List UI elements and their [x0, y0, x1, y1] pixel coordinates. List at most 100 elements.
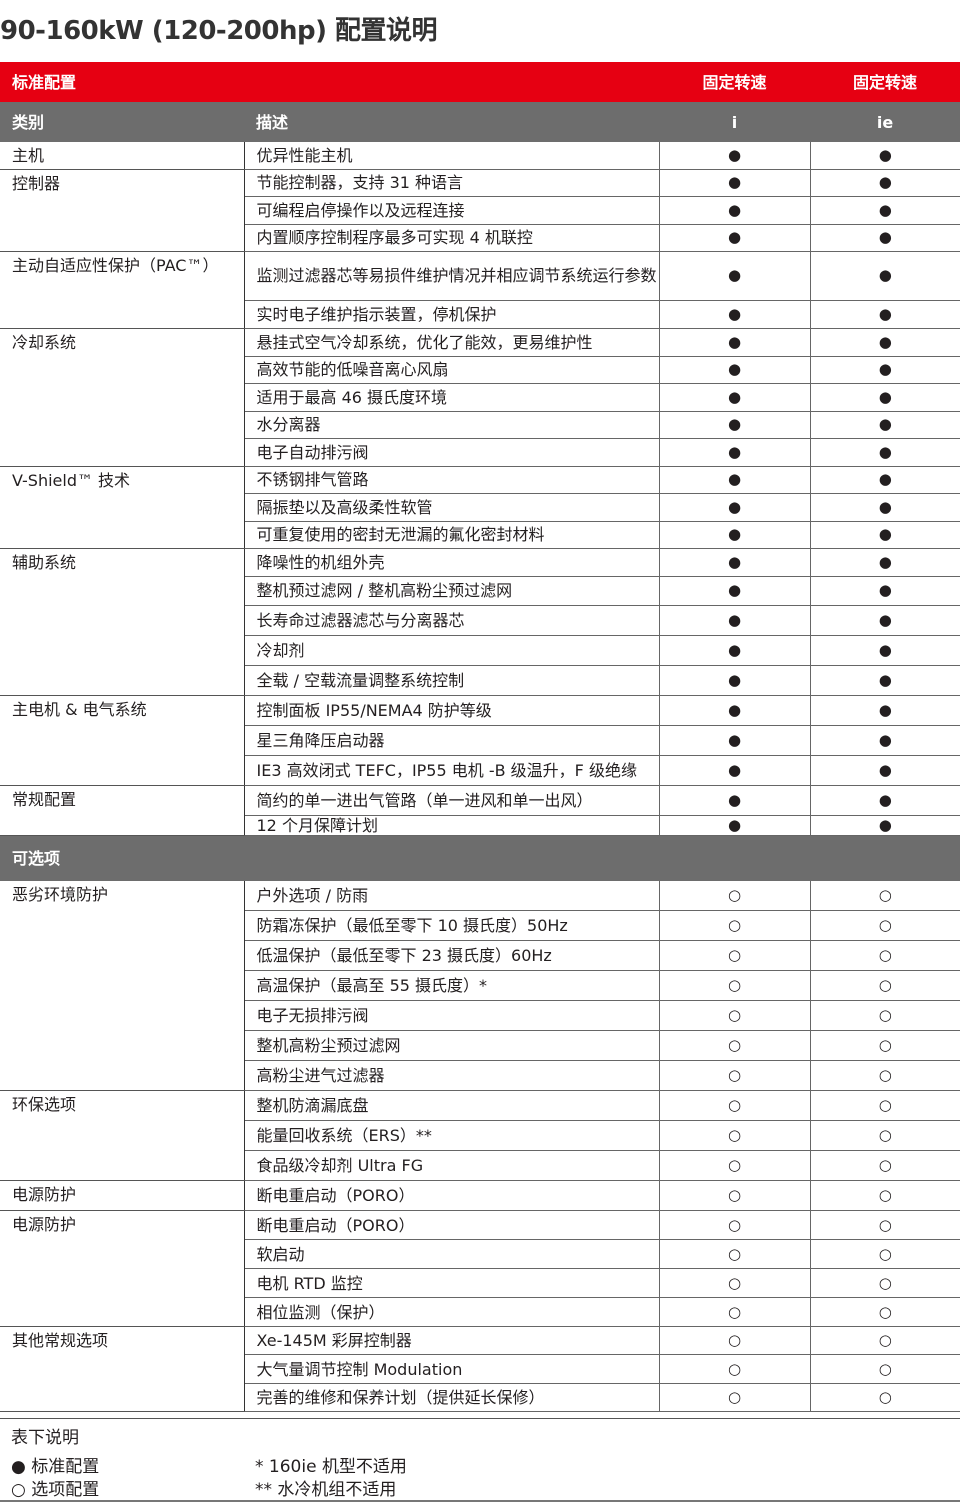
description-cell: 优异性能主机 — [244, 142, 660, 170]
table-row: 食品级冷却剂 Ultra FG ○ ○ — [0, 1150, 960, 1181]
column-header-category: 类别 — [0, 102, 244, 142]
table-row: 长寿命过滤器滤芯与分离器芯 ● ● — [0, 605, 960, 636]
description-cell: 长寿命过滤器滤芯与分离器芯 — [244, 605, 660, 636]
standard-mark-ie: ● — [809, 328, 960, 357]
standard-mark-i: ● — [658, 755, 811, 786]
optional-mark-i: ○ — [658, 1326, 811, 1355]
optional-mark-ie: ○ — [809, 1060, 960, 1091]
standard-mark-ie: ● — [809, 695, 960, 726]
description-cell: 实时电子维护指示装置，停机保护 — [244, 300, 660, 329]
standard-mark-i: ● — [658, 328, 811, 357]
standard-mark-i: ● — [658, 725, 811, 756]
standard-mark-ie: ● — [809, 785, 960, 816]
standard-mark-i: ● — [658, 300, 811, 329]
standard-mark-i: ● — [658, 169, 811, 197]
description-cell: 大气量调节控制 Modulation — [244, 1354, 660, 1384]
description-cell: 高粉尘进气过滤器 — [244, 1060, 660, 1091]
table-row: 星三角降压启动器 ● ● — [0, 725, 960, 756]
optional-mark-i: ○ — [658, 1090, 811, 1121]
standard-mark-i: ● — [658, 411, 811, 439]
table-row: 实时电子维护指示装置，停机保护 ● ● — [0, 300, 960, 329]
optional-mark-i: ○ — [658, 1060, 811, 1091]
standard-mark-ie: ● — [809, 300, 960, 329]
standard-mark-i: ● — [658, 196, 811, 225]
legend-note-2: ** 水冷机组不适用 — [255, 1480, 397, 1500]
description-cell: 监测过滤器芯等易损件维护情况并相应调节系统运行参数 — [244, 251, 660, 301]
column-header-model-ie: ie — [810, 102, 960, 142]
optional-mark-i: ○ — [658, 880, 811, 911]
optional-mark-ie: ○ — [809, 1150, 960, 1181]
description-cell: 整机高粉尘预过滤网 — [244, 1030, 660, 1061]
description-cell: 可编程启停操作以及远程连接 — [244, 196, 660, 225]
standard-mark-ie: ● — [809, 224, 960, 252]
description-cell: 断电重启动（PORO） — [244, 1180, 660, 1211]
description-cell: 全载 / 空载流量调整系统控制 — [244, 665, 660, 696]
table-row: 整机预过滤网 / 整机高粉尘预过滤网 ● ● — [0, 576, 960, 606]
category-cell: 电源防护 — [0, 1180, 245, 1211]
description-cell: 悬挂式空气冷却系统，优化了能效，更易维护性 — [244, 328, 660, 357]
optional-mark-i: ○ — [658, 1210, 811, 1240]
optional-mark-i: ○ — [658, 1239, 811, 1269]
table-row: 电子无损排污阀 ○ ○ — [0, 1000, 960, 1031]
description-cell: 高效节能的低噪音离心风扇 — [244, 356, 660, 384]
optional-mark-ie: ○ — [809, 1210, 960, 1240]
description-cell: 冷却剂 — [244, 635, 660, 666]
standard-mark-i: ● — [658, 251, 811, 301]
standard-mark-i: ● — [658, 466, 811, 494]
legend: 表下说明 ● 标准配置 ○ 选项配置 * 160ie 机型不适用 ** 水冷机组… — [0, 1418, 960, 1502]
table-row: IE3 高效闭式 TEFC，IP55 电机 -B 级温升，F 级绝缘 ● ● — [0, 755, 960, 786]
description-cell: 隔振垫以及高级柔性软管 — [244, 493, 660, 522]
standard-mark-ie: ● — [809, 725, 960, 756]
description-cell: IE3 高效闭式 TEFC，IP55 电机 -B 级温升，F 级绝缘 — [244, 755, 660, 786]
standard-mark-i: ● — [658, 521, 811, 549]
description-cell: 防霜冻保护（最低至零下 10 摄氏度）50Hz — [244, 910, 660, 941]
description-cell: 整机防滴漏底盘 — [244, 1090, 660, 1121]
table-row: 主动自适应性保护（PAC™） 监测过滤器芯等易损件维护情况并相应调节系统运行参数 ●… — [0, 251, 960, 329]
standard-mark-ie: ● — [809, 521, 960, 549]
category-cell: 恶劣环境防护 — [0, 880, 245, 1091]
section-header-standard: 标准配置 固定转速 固定转速 — [0, 62, 960, 102]
legend-optional: ○ 选项配置 — [11, 1480, 100, 1500]
table-row: 水分离器 ● ● — [0, 411, 960, 439]
legend-note-1: * 160ie 机型不适用 — [255, 1457, 407, 1477]
standard-mark-i: ● — [658, 635, 811, 666]
optional-mark-i: ○ — [658, 1354, 811, 1384]
standard-mark-ie: ● — [809, 196, 960, 225]
description-cell: 软启动 — [244, 1239, 660, 1269]
description-cell: 低温保护（最低至零下 23 摄氏度）60Hz — [244, 940, 660, 971]
table-row: 隔振垫以及高级柔性软管 ● ● — [0, 493, 960, 522]
optional-mark-i: ○ — [658, 1180, 811, 1211]
category-cell: 控制器 — [0, 169, 245, 252]
description-cell: 户外选项 / 防雨 — [244, 880, 660, 911]
optional-mark-ie: ○ — [809, 1030, 960, 1061]
table-row: 防霜冻保护（最低至零下 10 摄氏度）50Hz ○ ○ — [0, 910, 960, 941]
table-row: 高效节能的低噪音离心风扇 ● ● — [0, 356, 960, 384]
optional-mark-ie: ○ — [809, 1120, 960, 1151]
description-cell: 电子无损排污阀 — [244, 1000, 660, 1031]
standard-mark-i: ● — [658, 605, 811, 636]
table-row: 主电机 & 电气系统 控制面板 IP55/NEMA4 防护等级 ● ● — [0, 695, 960, 786]
description-cell: 适用于最高 46 摄氏度环境 — [244, 383, 660, 412]
optional-mark-i: ○ — [658, 1150, 811, 1181]
optional-mark-ie: ○ — [809, 1326, 960, 1355]
category-cell: 其他常规选项 — [0, 1326, 245, 1412]
description-cell: 电机 RTD 监控 — [244, 1268, 660, 1298]
description-cell: 电子自动排污阀 — [244, 438, 660, 467]
standard-mark-ie: ● — [809, 548, 960, 577]
category-cell: 主动自适应性保护（PAC™） — [0, 251, 245, 329]
table-row: 主机 优异性能主机 ● ● — [0, 142, 960, 170]
description-cell: 水分离器 — [244, 411, 660, 439]
category-cell: 主机 — [0, 142, 245, 170]
optional-mark-ie: ○ — [809, 1268, 960, 1298]
table-row: 适用于最高 46 摄氏度环境 ● ● — [0, 383, 960, 412]
standard-mark-i: ● — [658, 224, 811, 252]
column-header-fixed-speed-i: 固定转速 — [659, 62, 811, 102]
optional-mark-ie: ○ — [809, 1354, 960, 1384]
standard-mark-i: ● — [658, 548, 811, 577]
table-row: 冷却剂 ● ● — [0, 635, 960, 666]
description-cell: 12 个月保障计划 — [244, 815, 660, 836]
description-cell: 简约的单一进出气管路（单一进风和单一出风） — [244, 785, 660, 816]
optional-mark-ie: ○ — [809, 1239, 960, 1269]
description-cell: 内置顺序控制程序最多可实现 4 机联控 — [244, 224, 660, 252]
table-row: 高粉尘进气过滤器 ○ ○ — [0, 1060, 960, 1091]
